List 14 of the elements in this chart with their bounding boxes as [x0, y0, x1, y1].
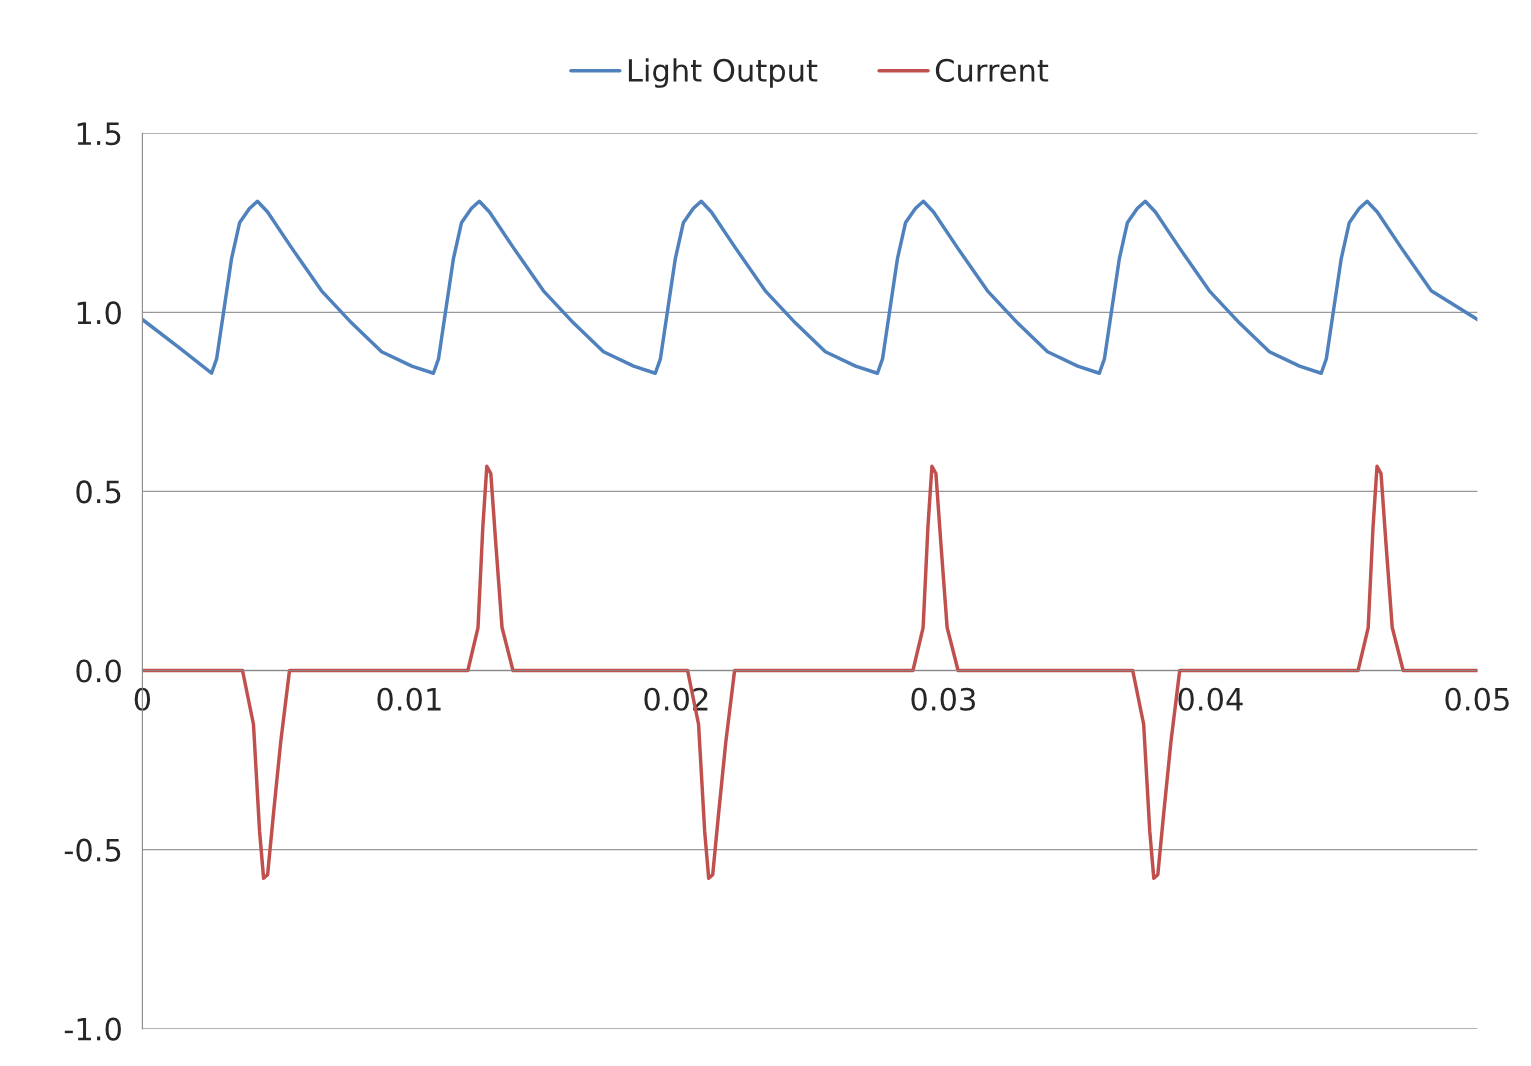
x-tick-label: 0.04 — [1178, 687, 1243, 711]
y-tick-label: 1.0 — [77, 301, 121, 325]
y-tick-label: -0.5 — [64, 838, 121, 862]
x-tick-label: 0.03 — [911, 687, 975, 711]
y-tick-label: 1.5 — [77, 122, 121, 146]
y-tick-label: 0.0 — [76, 659, 121, 683]
x-tick-label: 0.05 — [1445, 687, 1509, 711]
legend-label: Light Output — [628, 58, 818, 88]
y-tick-label: 0.5 — [76, 480, 121, 504]
y-tick-label: -1.0 — [64, 1017, 121, 1041]
legend-label: Current — [935, 58, 1049, 82]
x-tick-label: 0 — [134, 687, 151, 711]
x-tick-label: 0.01 — [377, 687, 441, 711]
line-series — [142, 199, 1478, 375]
